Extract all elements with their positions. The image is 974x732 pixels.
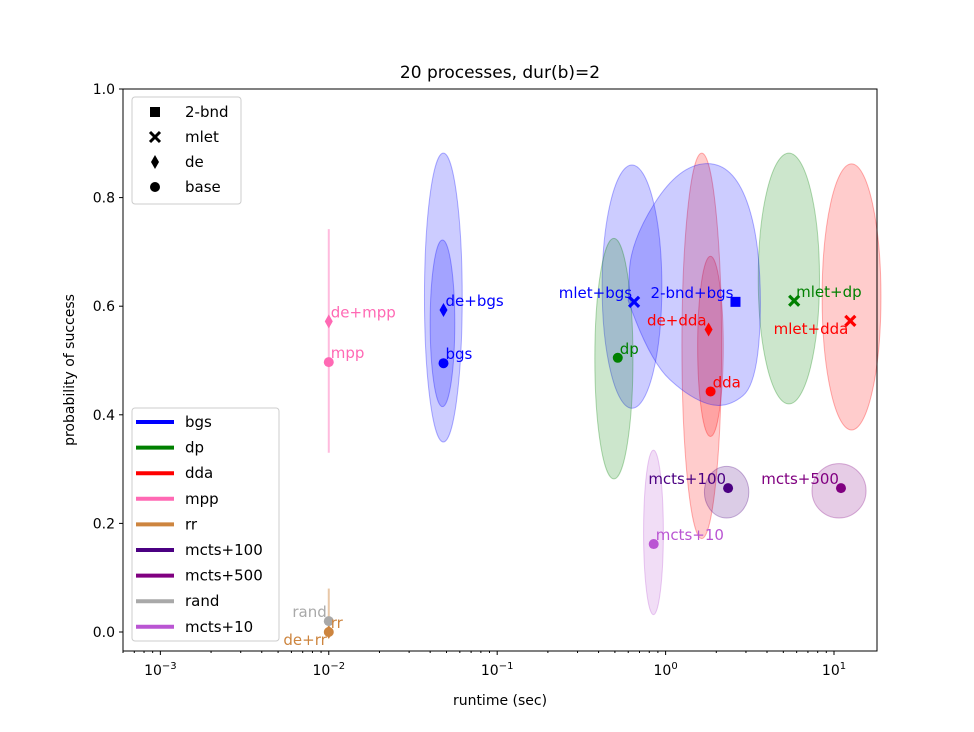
point-de+bgs [439,302,448,317]
point-de+rr [324,624,333,639]
point-label-rand: rand [292,603,326,621]
point-mlet+dda [844,314,857,327]
point-dda [705,386,716,397]
point-label-2-bnd+bgs: 2-bnd+bgs [651,284,734,302]
legend-marker-label: 2-bnd [185,103,229,121]
legend-color-label: dp [185,439,204,457]
x-axis-label: runtime (sec) [453,693,547,709]
y-tick-label: 0.2 [93,516,115,532]
legend-marker-label: base [185,178,221,196]
legend-marker-label: de [185,153,204,171]
point-2-bnd+bgs [730,296,741,307]
uncertainty-ellipse-mlet+dda [821,163,882,431]
legend-marker-label: mlet [185,128,219,146]
uncertainty-ellipse-mlet+bgs [601,164,663,409]
point-label-de+rr: de+rr [283,631,327,649]
x-tick-label: 10−2 [312,661,345,679]
point-de+mpp [324,314,333,329]
legend-color-label: mcts+500 [185,567,263,585]
point-label-de+mpp: de+mpp [331,303,396,321]
point-mpp [323,357,334,368]
x-tick-label: 10−1 [481,661,514,679]
point-mcts+10 [648,539,659,550]
uncertainty-ellipse-de+bgs [429,239,456,408]
y-tick-label: 0.0 [93,625,115,641]
point-label-dda: dda [713,373,741,391]
uncertainty-region-2-bnd+bgs [627,163,761,406]
legend-color-label: mcts+10 [185,618,253,636]
point-mcts+100 [723,483,734,494]
point-label-de+dda: de+dda [647,312,707,330]
uncertainty-regions [327,152,882,632]
data-points [323,294,857,639]
point-label-dp: dp [620,340,639,358]
uncertainty-ellipse-mcts+10 [643,449,664,616]
color-legend-box [131,407,280,642]
point-label-mcts+500: mcts+500 [761,470,839,488]
point-mcts+500 [835,483,846,494]
point-mlet+dp [788,294,801,307]
point-labels: bgs de+bgs mlet+bgs 2-bnd+bgs dp mlet+dp dda de… [283,283,861,649]
uncertainty-ellipse-de+dda [681,152,723,540]
point-rand [323,616,334,627]
plot-frame [122,88,878,652]
y-tick-label: 0.6 [93,299,115,315]
x-tick-label: 100 [653,661,677,679]
legend-color-label: mpp [185,490,219,508]
marker-legend-box [131,96,242,205]
legend-color-label: rand [185,592,219,610]
legend-marker-2-bnd [150,107,160,117]
marker-legend: 2-bnd mlet de base [131,96,242,205]
point-label-mpp: mpp [331,344,365,362]
legend-marker-mlet [148,130,162,144]
point-label-rr: rr [331,614,344,632]
point-label-bgs: bgs [446,345,473,363]
y-tick-label: 0.4 [93,408,115,424]
point-label-mcts+10: mcts+10 [656,526,724,544]
uncertainty-ellipse-mlet+dp [757,152,820,405]
x-tick-label: 101 [822,661,846,679]
y-tick-label: 1.0 [93,82,115,98]
point-dp [612,352,623,363]
point-label-mcts+100: mcts+100 [648,470,726,488]
y-tick-label: 0.8 [93,191,115,207]
point-label-mlet+bgs: mlet+bgs [559,284,633,302]
point-bgs [438,358,449,369]
legend-marker-de [151,155,159,169]
point-de+dda [704,322,713,337]
legend-color-label: dda [185,464,213,482]
uncertainty-ellipse-dda [697,255,724,438]
point-label-mlet+dp: mlet+dp [796,283,862,301]
point-label-mlet+dda: mlet+dda [774,320,849,338]
x-tick-label: 10−3 [144,661,177,679]
color-legend: bgs dp dda mpp rr mcts+100 mcts+500 rand mcts+10 [131,407,280,642]
y-axis-label: probability of success [62,294,78,446]
legend-color-label: bgs [185,413,212,431]
uncertainty-ellipse-bgs [423,152,463,443]
legend-color-label: mcts+100 [185,541,263,559]
chart-title: 20 processes, dur(b)=2 [400,63,600,83]
axes: 10−3 10−2 10−1 100 101 0.0 0.2 0.4 0.6 0.8 1.0 [93,82,846,679]
point-label-de+bgs: de+bgs [446,292,504,310]
point-mlet+bgs [627,295,641,308]
legend-color-label: rr [185,515,198,533]
legend-marker-base [150,182,160,192]
